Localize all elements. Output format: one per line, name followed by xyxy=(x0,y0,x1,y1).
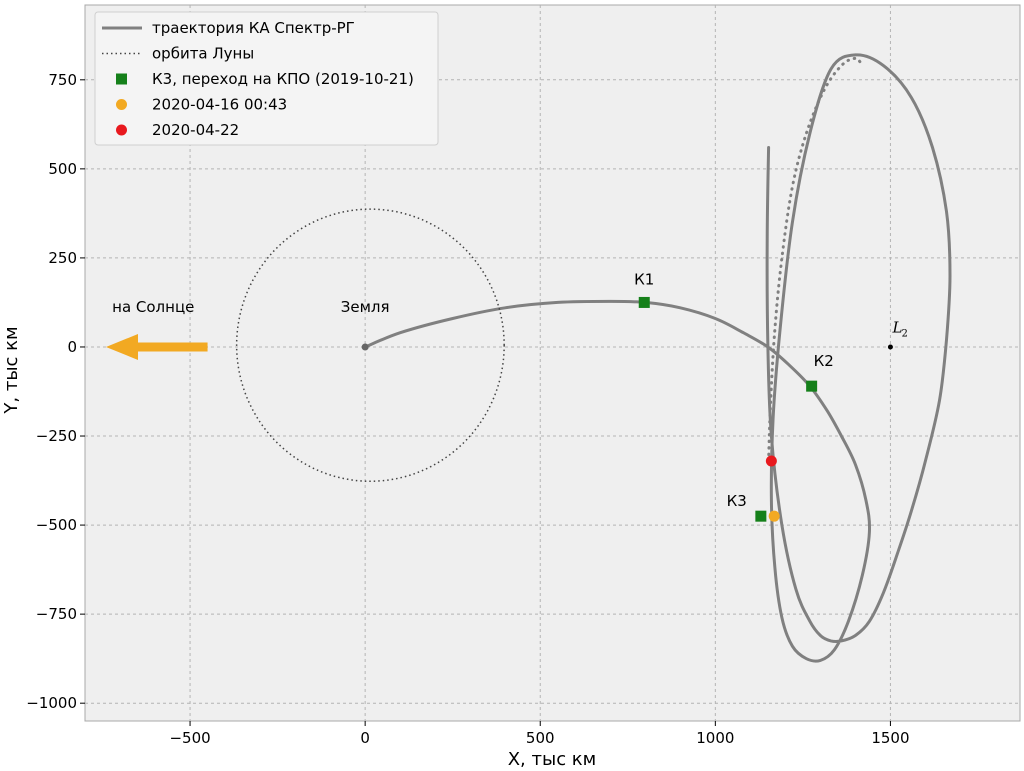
legend-label: 2020-04-16 00:43 xyxy=(152,96,287,114)
y-tick-label: 500 xyxy=(48,160,77,178)
sun-direction-arrow-head xyxy=(106,333,139,360)
earth-point xyxy=(361,343,369,351)
trajectory-series xyxy=(363,53,952,663)
x-tick-label: 1000 xyxy=(696,729,734,747)
y-tick-label: 750 xyxy=(48,71,77,89)
legend-square-swatch xyxy=(116,73,127,85)
date-marker xyxy=(765,455,777,467)
legend-entry: 2020-04-16 00:43 xyxy=(116,96,287,114)
moon-orbit-series xyxy=(235,208,505,483)
earth-label: Земля xyxy=(341,298,390,316)
legend: траектория КА Спектр-РГ орбита Луны К3, пе… xyxy=(94,11,439,146)
points: К1 К2 К3 xyxy=(361,270,893,522)
x-tick-label: −500 xyxy=(169,729,210,747)
x-tick-label: 0 xyxy=(360,729,370,747)
x-axis-label: X, тыс км xyxy=(508,749,597,770)
y-tick-label: −250 xyxy=(36,427,77,445)
x-tick-label: 500 xyxy=(526,729,555,747)
sun-direction-label: на Солнце xyxy=(112,298,194,316)
y-tick-label: −750 xyxy=(36,605,77,623)
annotations: Земля на Солнце L 2 xyxy=(106,298,908,360)
maneuver-marker xyxy=(638,296,650,308)
x-tick-label: 1500 xyxy=(871,729,909,747)
legend-entry: траектория КА Спектр-РГ xyxy=(102,19,355,37)
maneuver-label: К2 xyxy=(814,352,834,370)
legend-label: орбита Луны xyxy=(152,45,254,63)
y-tick-label: 250 xyxy=(48,249,77,267)
maneuver-marker xyxy=(806,380,818,392)
maneuver-label: К1 xyxy=(634,270,654,288)
l2-subscript: 2 xyxy=(901,329,907,340)
ticks: −500 0 500 1000 1500 750 500 250 0 −250 −500 −750 −1… xyxy=(26,71,909,747)
y-tick-label: 0 xyxy=(67,338,77,356)
l2-label: L xyxy=(891,319,902,337)
legend-circle-swatch xyxy=(116,124,127,136)
legend-box xyxy=(94,11,439,146)
legend-entry: 2020-04-22 xyxy=(116,121,239,139)
legend-circle-swatch xyxy=(116,99,127,110)
trajectory-dotted-series xyxy=(767,56,864,463)
legend-entry: К3, переход на КПО (2019-10-21) xyxy=(116,70,414,88)
grid xyxy=(85,5,1020,721)
y-tick-label: −1000 xyxy=(26,694,77,712)
legend-label: 2020-04-22 xyxy=(152,121,239,139)
maneuver-marker xyxy=(755,510,767,522)
maneuver-label: К3 xyxy=(727,492,747,510)
l2-point xyxy=(887,344,893,350)
legend-entry: орбита Луны xyxy=(102,45,254,63)
y-tick-label: −500 xyxy=(36,516,77,534)
date-marker xyxy=(768,510,780,522)
series xyxy=(235,53,952,663)
legend-label: К3, переход на КПО (2019-10-21) xyxy=(152,70,414,88)
legend-label: траектория КА Спектр-РГ xyxy=(152,19,355,37)
y-axis-label: Y, тыс км xyxy=(1,326,22,414)
